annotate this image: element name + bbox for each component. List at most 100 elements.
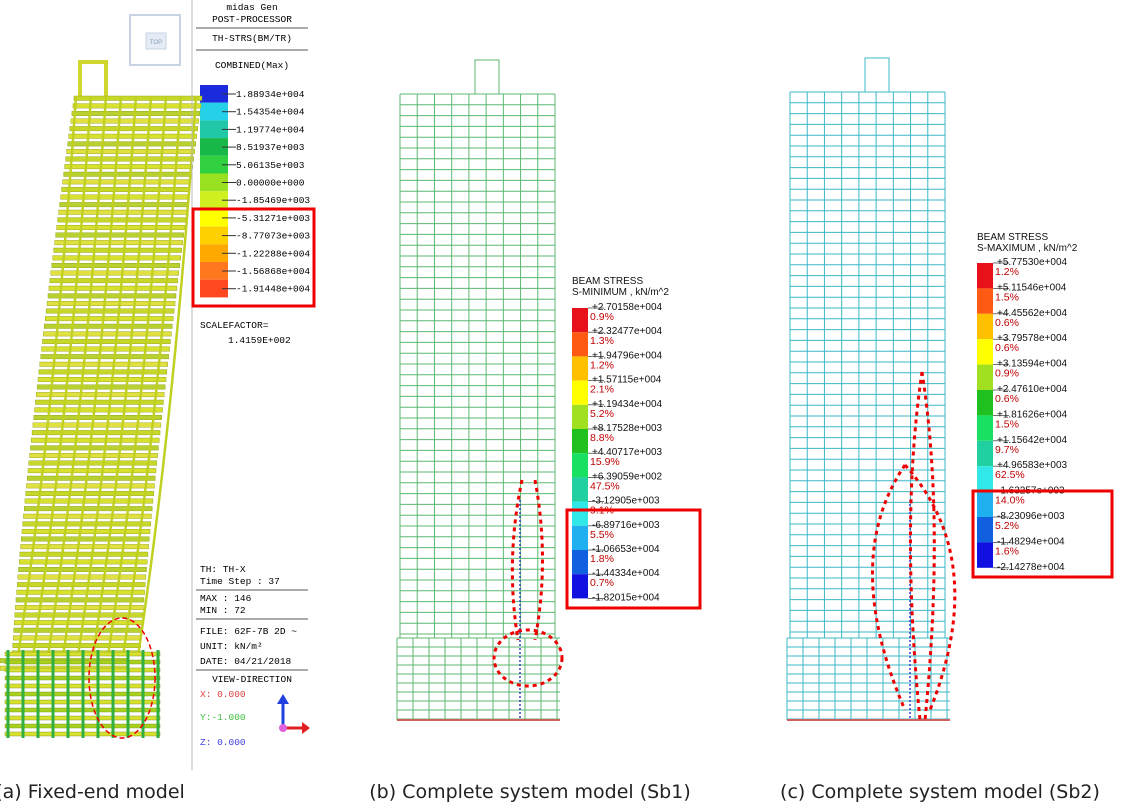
floor <box>29 461 157 466</box>
legend-subtitle: S-MAXIMUM , kN/m^2 <box>977 243 1078 254</box>
floor <box>17 582 145 587</box>
floor <box>49 286 177 291</box>
legend-label: -1.91448e+004 <box>236 284 310 295</box>
info: MAX : 146 <box>200 593 252 604</box>
floor <box>39 370 167 375</box>
legend-swatch <box>977 314 993 339</box>
floor <box>27 476 155 481</box>
scale-label: SCALEFACTOR= <box>200 320 269 331</box>
legend-level: +2.32477e+004 <box>592 326 663 337</box>
floor <box>31 438 159 443</box>
legend-swatch <box>572 405 588 429</box>
legend-level: -2.14278e+004 <box>997 562 1065 573</box>
info: MIN : 72 <box>200 605 246 616</box>
floor <box>45 316 173 321</box>
info: Time Step : 37 <box>200 576 280 587</box>
legend-level: +4.96583e+003 <box>997 460 1068 471</box>
legend-title: BEAM STRESS <box>977 232 1048 243</box>
header: COMBINED(Max) <box>215 60 289 71</box>
floor <box>64 172 192 177</box>
floor <box>17 590 145 595</box>
floor <box>15 605 143 610</box>
floor <box>14 628 142 633</box>
legend-label: 0.00000e+000 <box>236 178 305 189</box>
tower <box>865 58 889 92</box>
legend-swatch <box>572 332 588 356</box>
floor <box>21 537 149 542</box>
legend-level: +5.77530e+004 <box>997 257 1068 268</box>
floor <box>57 225 185 230</box>
floor <box>58 218 186 223</box>
figure: 1.88934e+0041.54354e+0041.19774e+0048.51… <box>0 0 1144 812</box>
floor <box>33 423 161 428</box>
floor <box>46 309 174 314</box>
legend-label: 5.06135e+003 <box>236 160 305 171</box>
header: TH-STRS(BM/TR) <box>212 33 292 44</box>
legend-swatch <box>572 381 588 405</box>
legend-label: 1.54354e+004 <box>236 107 305 118</box>
floor <box>32 430 160 435</box>
legend-level: -3.12905e+003 <box>592 496 660 507</box>
view-y: Y:-1.000 <box>200 712 246 723</box>
legend-label: 1.88934e+004 <box>236 89 305 100</box>
floor <box>34 415 162 420</box>
panel-c: 1.2%1.5%0.6%0.6%0.9%0.6%1.5%9.7%62.5%14.… <box>787 58 1068 720</box>
floor <box>37 385 165 390</box>
info: DATE: 04/21/2018 <box>200 656 292 667</box>
axis-origin <box>279 724 287 732</box>
floor <box>56 233 184 238</box>
legend-level: +1.57115e+004 <box>592 375 662 386</box>
floor <box>42 339 170 344</box>
legend-label: -8.77073e+003 <box>236 231 310 242</box>
floor <box>19 560 147 565</box>
view-x: X: 0.000 <box>200 689 246 700</box>
legend-swatch <box>977 441 993 466</box>
legend-swatch <box>572 574 588 598</box>
scale-value: 1.4159E+002 <box>228 335 291 346</box>
floor <box>13 636 141 641</box>
floor <box>73 104 201 109</box>
legend-level: -1.44334e+004 <box>592 568 660 579</box>
view-z: Z: 0.000 <box>200 737 246 748</box>
legend-level: +2.47610e+004 <box>997 384 1068 395</box>
floor <box>26 491 154 496</box>
panel-b: 0.9%1.3%1.2%2.1%5.2%8.8%15.9%47.5%9.1%5.… <box>397 60 663 720</box>
floor <box>21 544 149 549</box>
legend-level: +1.94796e+004 <box>592 350 663 361</box>
legend-label: -1.22288e+004 <box>236 248 310 259</box>
legend-swatch <box>977 492 993 517</box>
floor <box>36 392 164 397</box>
axis-arrow <box>302 722 310 734</box>
info: TH: TH-X <box>200 564 246 575</box>
legend-level: -8.23096e+003 <box>997 511 1065 522</box>
floor <box>23 522 151 527</box>
header: midas Gen <box>226 2 277 13</box>
legend-level: +2.70158e+004 <box>592 302 663 313</box>
caption: (b) Complete system model (Sb1) <box>369 781 691 803</box>
legend-swatch <box>572 502 588 526</box>
floor <box>24 506 152 511</box>
view-title: VIEW-DIRECTION <box>212 674 292 685</box>
tower <box>80 62 106 98</box>
floor <box>15 613 143 618</box>
legend-swatch <box>572 308 588 332</box>
legend-level: +6.39059e+002 <box>592 471 663 482</box>
axis-arrow <box>277 694 289 704</box>
legend-swatch <box>977 339 993 364</box>
floor <box>55 240 183 245</box>
floor <box>47 301 175 306</box>
floor <box>63 180 191 185</box>
legend-swatch <box>977 415 993 440</box>
floor <box>19 567 147 572</box>
info: FILE: 62F-7B 2D ~ <box>200 626 297 637</box>
floor <box>20 552 148 557</box>
legend-swatch <box>977 288 993 313</box>
legend-swatch <box>977 466 993 491</box>
floor <box>35 408 163 413</box>
floor <box>61 195 189 200</box>
floor <box>28 468 156 473</box>
floor <box>43 332 171 337</box>
legend-label: 1.19774e+004 <box>236 124 305 135</box>
legend-level: +3.79578e+004 <box>997 333 1068 344</box>
floor <box>59 210 187 215</box>
